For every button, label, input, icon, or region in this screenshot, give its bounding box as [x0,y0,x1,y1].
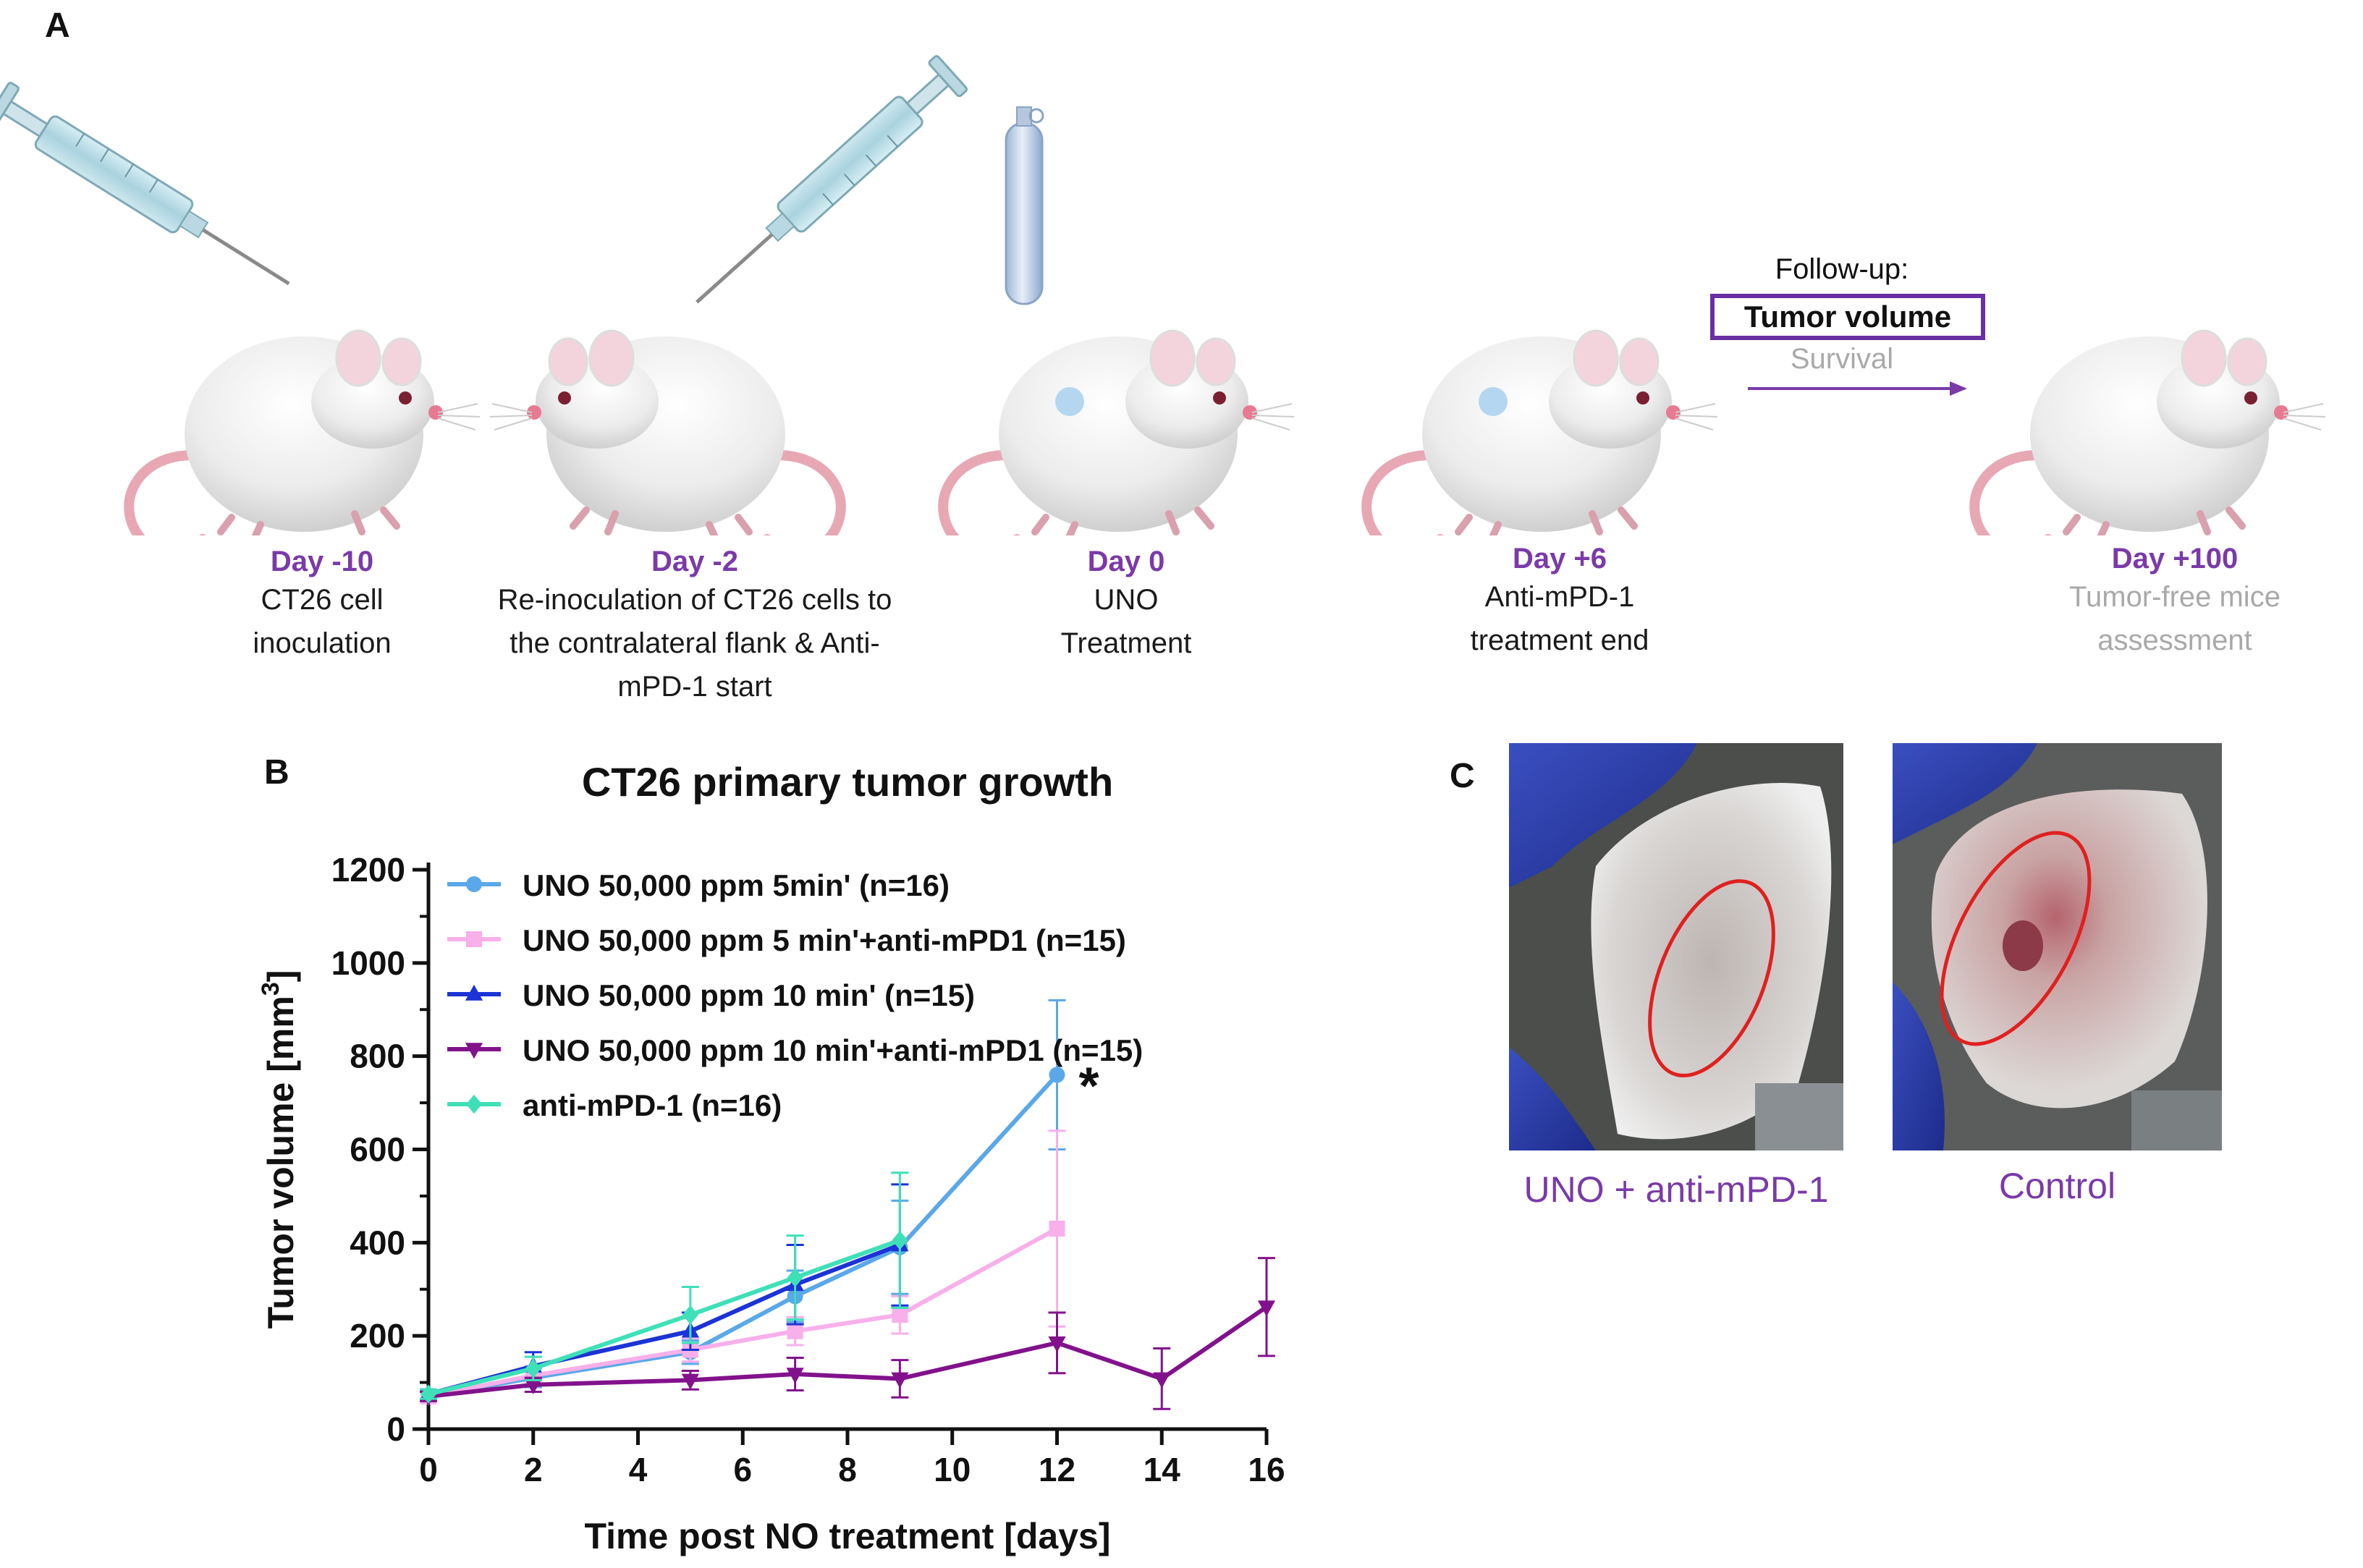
x-tick-label: 16 [1248,1451,1285,1488]
significance-annotation: * [1079,1057,1099,1115]
legend-label: UNO 50,000 ppm 10 min'+anti-mPD1 (n=15) [523,1033,1143,1067]
tumor-growth-chart: CT26 primary tumor growth 0 200 400 600 800 10… [257,759,1285,1556]
timeline-desc-line: Treatment [1060,627,1192,659]
legend-swatch-marker [465,1043,483,1059]
tumor-spot-icon-1 [1055,387,1084,416]
timeline-desc-line: Re-inoculation of CT26 cells to [497,584,892,616]
panel-label-a: A [45,7,70,45]
tumor-ring-1 [1648,879,1775,1077]
data-point [1257,1300,1276,1317]
timeline-day: Day 0 [1087,546,1165,577]
timeline-day: Day +100 [2111,543,2239,575]
timeline-desc-line: the contralateral flank & Anti- [510,627,880,659]
timeline-step-4: Day +6 Anti-mPD-1 treatment end [1415,543,1704,662]
tumor-spot-icon-2 [1479,387,1508,416]
data-point [420,1384,436,1404]
legend-label: anti-mPD-1 (n=16) [523,1088,782,1122]
data-point [682,1305,698,1325]
legend-label: UNO 50,000 ppm 5 min'+anti-mPD1 (n=15) [523,923,1126,957]
panel-label-b: B [264,753,289,792]
mouse-icon-4 [1366,331,1717,535]
timeline-step-3: Day 0 UNO Treatment [981,546,1271,665]
chart-title: CT26 primary tumor growth [582,759,1113,805]
x-tick-label: 14 [1144,1451,1181,1488]
x-tick-label: 0 [419,1451,438,1488]
gas-cylinder-icon [1005,106,1044,305]
photo-caption-2: Control [1998,1166,2116,1206]
x-tick-label: 6 [733,1451,752,1488]
timeline-desc-line: treatment end [1470,624,1649,656]
y-tick-label: 1200 [331,851,405,889]
series-line-0 [428,1073,1059,1399]
legend-swatch-marker [465,984,483,1001]
data-point [891,1372,909,1389]
y-tick-label: 1000 [331,944,405,982]
y-tick-label: 400 [350,1224,405,1261]
timeline-desc-line: mPD-1 start [617,671,772,703]
timeline-desc-line: Anti-mPD-1 [1484,581,1635,613]
data-point [786,1368,804,1384]
data-point [1048,1336,1066,1353]
legend-label: UNO 50,000 ppm 5min' (n=16) [523,868,950,902]
y-tick-label: 200 [350,1317,405,1355]
mouse-icon-3 [943,331,1294,535]
followup-arrow-icon [1748,381,1967,396]
mouse-icon-5 [1974,331,2325,535]
legend-label: UNO 50,000 ppm 10 min' (n=15) [523,978,975,1012]
data-point [787,1268,803,1287]
legend-swatch-marker [466,931,482,947]
survival-label: Survival [1790,343,1894,375]
photo-caption-1: UNO + anti-mPD-1 [1523,1169,1829,1210]
y-axis-label: Tumor volume [mm3] [257,970,301,1329]
x-tick-label: 2 [524,1451,543,1488]
data-point [1049,1221,1065,1237]
syringe-icon-1 [0,82,301,303]
timeline-desc-line: Tumor-free mice [2069,581,2280,613]
photo-control [1893,743,2222,1150]
timeline-step-5: Day +100 Tumor-free mice assessment [2030,543,2320,662]
timeline-step-1: Day -10 CT26 cell inoculation [177,546,467,665]
data-point [1153,1372,1171,1389]
photo-uno-treated [1509,743,1843,1150]
data-point [1049,1067,1065,1083]
series-line-4 [428,1238,901,1397]
x-tick-label: 8 [838,1451,857,1488]
x-tick-label: 10 [934,1451,971,1488]
legend-swatch-marker [466,876,482,892]
mouse-photos [1509,743,2222,1150]
data-point [892,1230,908,1250]
timeline-desc-line: CT26 cell [261,584,384,616]
y-tick-label: 800 [350,1038,405,1075]
mouse-icon-2 [490,331,841,535]
timeline-day: Day -2 [651,546,739,577]
series-line-3 [428,1305,1268,1399]
data-point [525,1359,541,1378]
y-tick-label: 0 [386,1410,405,1448]
data-point [681,1373,699,1390]
x-axis-label: Time post NO treatment [days] [584,1516,1110,1556]
timeline-desc-line: UNO [1094,584,1159,616]
data-point [787,1323,803,1339]
panel-label-c: C [1450,757,1475,795]
timeline-day: Day +6 [1512,543,1607,575]
y-tick-label: 600 [350,1131,405,1169]
panel-a-illustrations [0,0,2363,535]
data-point [524,1378,542,1395]
data-point [892,1307,908,1323]
timeline-desc-line: assessment [2097,624,2252,656]
timeline-desc-line: inoculation [253,627,392,659]
syringe-icon-2 [681,55,968,319]
legend-swatch-marker [466,1094,482,1114]
timeline-day: Day -10 [270,546,374,577]
mouse-icon-1 [129,331,480,535]
series-line-1 [428,1226,1058,1399]
timeline-step-2: Day -2 Re-inoculation of CT26 cells to t… [478,546,912,708]
x-tick-label: 4 [629,1451,648,1488]
x-tick-label: 12 [1039,1451,1075,1488]
tumor-volume-box: Tumor volume [1710,294,1985,340]
followup-label: Follow-up: [1775,253,1909,285]
tumor-ring-2 [1940,831,2092,1046]
